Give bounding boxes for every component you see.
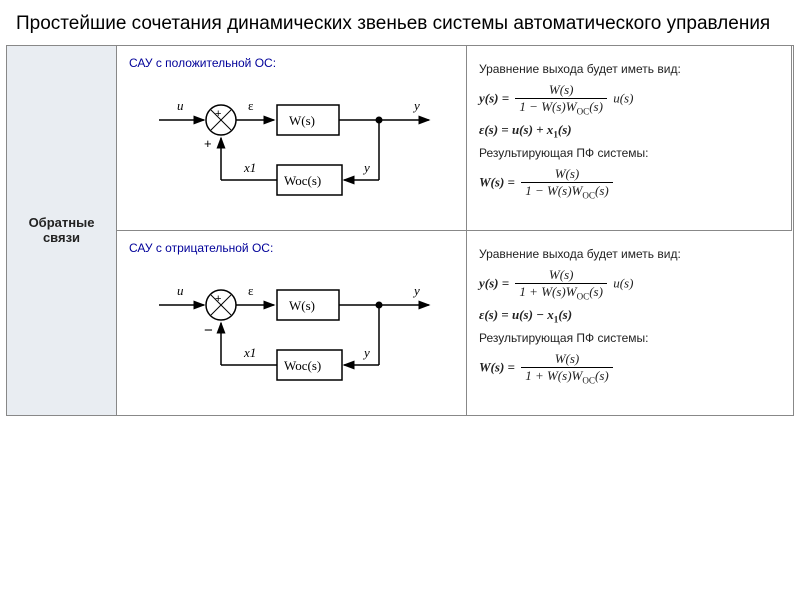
signal-x1: x1 [243,345,256,360]
row2-eq1: y(s) = W(s) 1 + W(s)WOC(s) u(s) [479,267,780,302]
signal-eps: ε [248,283,254,298]
block-feedback: Woc(s) [284,173,321,188]
row2-eq2: ε(s) = u(s) − x1(s) [479,307,780,325]
row1-equations-cell: Уравнение выхода будет иметь вид: y(s) =… [467,46,792,231]
sum-sign-bottom: + [204,136,212,151]
row1-diagram: u + + ε W(s) y y [149,80,454,220]
signal-eps: ε [248,98,254,113]
signal-y-fb: y [362,160,370,175]
sum-sign-bottom: − [204,322,213,339]
block-forward: W(s) [289,113,315,128]
row2-eq-label2: Результирующая ПФ системы: [479,331,780,345]
row1-eq3: W(s) = W(s) 1 − W(s)WOC(s) [479,166,779,201]
block-feedback: Woc(s) [284,358,321,373]
row1-diagram-cell: САУ с положительной ОС: u + + ε [117,46,467,231]
row1-eq2: ε(s) = u(s) + x1(s) [479,122,779,140]
row2-diagram-label: САУ с отрицательной ОС: [129,241,454,255]
row2-diagram: u + − ε W(s) y y [149,265,454,405]
page-title: Простейшие сочетания динамических звенье… [0,0,800,45]
block-forward: W(s) [289,298,315,313]
signal-y: y [412,283,420,298]
signal-x1: x1 [243,160,256,175]
signal-u: u [177,98,184,113]
sum-sign-top: + [215,293,221,305]
row2-eq3: W(s) = W(s) 1 + W(s)WOC(s) [479,351,780,386]
signal-u: u [177,283,184,298]
row2-equations-cell: Уравнение выхода будет иметь вид: y(s) =… [467,231,792,415]
row2-diagram-cell: САУ с отрицательной ОС: u + − ε W(s) [117,231,467,415]
row1-eq-label2: Результирующая ПФ системы: [479,146,779,160]
row1-diagram-label: САУ с положительной ОС: [129,56,454,70]
row1-eq1: y(s) = W(s) 1 − W(s)WOC(s) u(s) [479,82,779,117]
signal-y-fb: y [362,345,370,360]
signal-y: y [412,98,420,113]
content-table: Обратные связи САУ с положительной ОС: u… [6,45,794,416]
sum-sign-top: + [215,108,221,120]
sidebar-label: Обратные связи [7,46,117,415]
row1-eq-label1: Уравнение выхода будет иметь вид: [479,62,779,76]
row2-eq-label1: Уравнение выхода будет иметь вид: [479,247,780,261]
